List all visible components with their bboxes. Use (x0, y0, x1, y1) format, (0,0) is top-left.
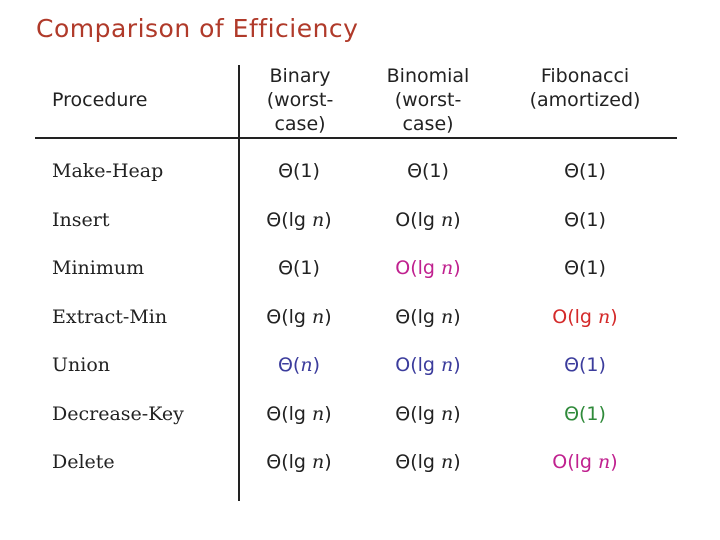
slide-title: Comparison of Efficiency (36, 14, 359, 43)
row-label-insert: Insert (52, 208, 110, 231)
cell-binomial-insert: O(lg n) (395, 208, 461, 231)
header-binomial: Binomial (worst- case) (386, 65, 470, 135)
header-binary: Binary (worst- case) (266, 65, 334, 135)
cell-binomial-make-heap: Θ(1) (407, 160, 449, 182)
cell-binomial-delete: Θ(lg n) (395, 451, 461, 473)
row-label-extract-min: Extract-Min (52, 305, 168, 328)
row-label-make-heap: Make-Heap (52, 160, 164, 182)
column-divider (238, 65, 240, 501)
cell-fibonacci-extract-min: O(lg n) (552, 305, 618, 328)
cell-fibonacci-minimum: Θ(1) (564, 257, 606, 279)
cell-binary-make-heap: Θ(1) (278, 160, 320, 182)
cell-binary-decrease-key: Θ(lg n) (266, 402, 332, 425)
cell-binary-delete: Θ(lg n) (266, 451, 332, 473)
cell-binary-extract-min: Θ(lg n) (266, 305, 332, 328)
header-divider (35, 137, 677, 139)
cell-binomial-minimum: O(lg n) (395, 257, 461, 279)
row-label-union: Union (52, 354, 111, 376)
cell-binomial-decrease-key: Θ(lg n) (395, 402, 461, 425)
cell-fibonacci-make-heap: Θ(1) (564, 160, 606, 182)
cell-binary-minimum: Θ(1) (278, 257, 320, 279)
row-label-decrease-key: Decrease-Key (52, 402, 184, 425)
cell-fibonacci-delete: O(lg n) (552, 451, 618, 473)
header-procedure: Procedure (52, 89, 148, 111)
cell-binomial-union: O(lg n) (395, 354, 461, 376)
row-label-minimum: Minimum (52, 257, 145, 279)
cell-fibonacci-union: Θ(1) (564, 354, 606, 376)
row-label-delete: Delete (52, 451, 115, 473)
cell-binary-union: Θ(n) (277, 354, 321, 376)
cell-fibonacci-decrease-key: Θ(1) (564, 402, 606, 425)
cell-binary-insert: Θ(lg n) (266, 208, 332, 231)
header-fibonacci: Fibonacci (amortized) (529, 65, 641, 111)
cell-fibonacci-insert: Θ(1) (564, 208, 606, 231)
cell-binomial-extract-min: Θ(lg n) (395, 305, 461, 328)
